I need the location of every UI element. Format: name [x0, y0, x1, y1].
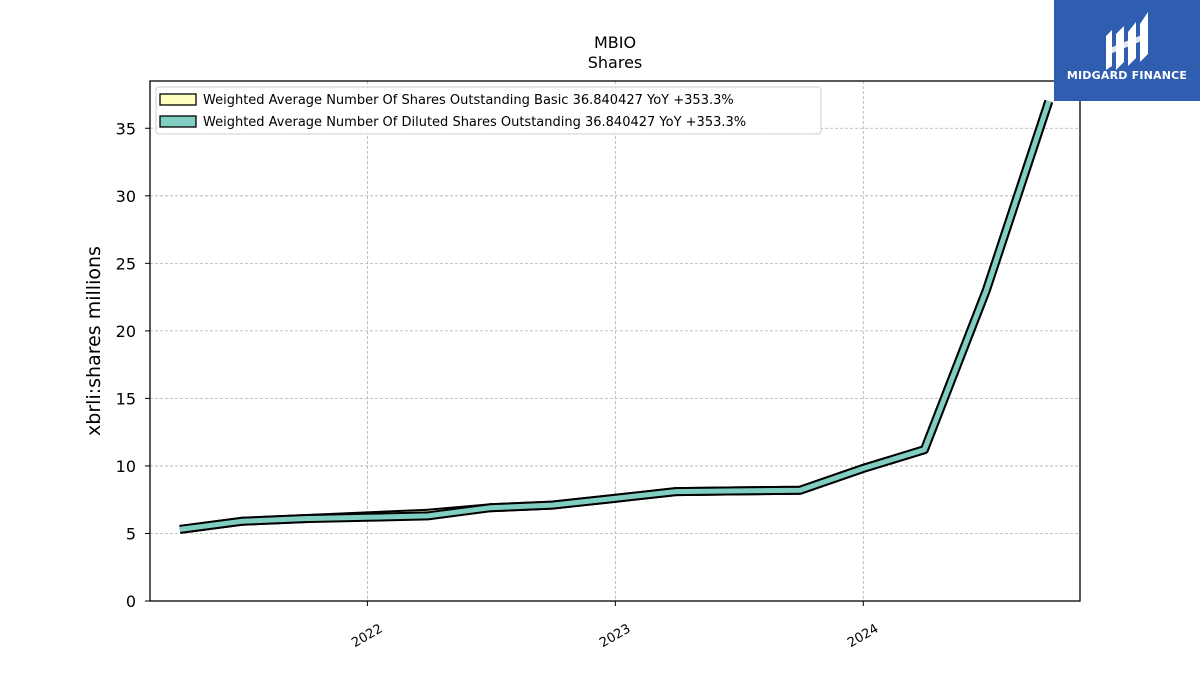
chart-subtitle: Shares: [588, 53, 643, 72]
y-tick-label: 5: [126, 524, 136, 543]
y-tick-label: 30: [116, 187, 136, 206]
series-outline-1: [179, 99, 1054, 534]
x-tick-label: 2024: [845, 621, 881, 651]
y-tick-label: 0: [126, 592, 136, 611]
brand-name: MIDGARD FINANCE: [1066, 69, 1188, 82]
y-tick-label: 35: [116, 119, 136, 138]
legend-label-basic: Weighted Average Number Of Shares Outsta…: [203, 93, 734, 108]
y-tick-label: 15: [116, 389, 136, 408]
series-line-1: [179, 100, 1052, 532]
brand-logo: MIDGARD FINANCE: [1054, 0, 1200, 101]
brand-logo-icon: [1106, 12, 1148, 70]
legend-label-diluted: Weighted Average Number Of Diluted Share…: [203, 115, 746, 130]
legend-box: [155, 86, 822, 135]
legend-swatch-basic: [159, 93, 197, 106]
y-axis: 0 5 10 15 20 25 30 35: [116, 119, 150, 611]
y-axis-label: xbrli:shares millions: [83, 246, 105, 436]
y-tick-label: 10: [116, 457, 136, 476]
series-outline-0: [179, 99, 1054, 534]
series-group: [179, 99, 1054, 534]
chart-title: MBIO: [594, 33, 636, 52]
y-tick-label: 25: [116, 254, 136, 273]
x-tick-label: 2022: [349, 621, 385, 651]
series-line-0: [179, 100, 1052, 532]
y-tick-label: 20: [116, 322, 136, 341]
x-tick-label: 2023: [597, 621, 633, 651]
x-axis: 2022 2023 2024: [349, 601, 881, 651]
legend-swatch-diluted: [159, 115, 197, 128]
legend: Weighted Average Number Of Shares Outsta…: [155, 86, 822, 135]
